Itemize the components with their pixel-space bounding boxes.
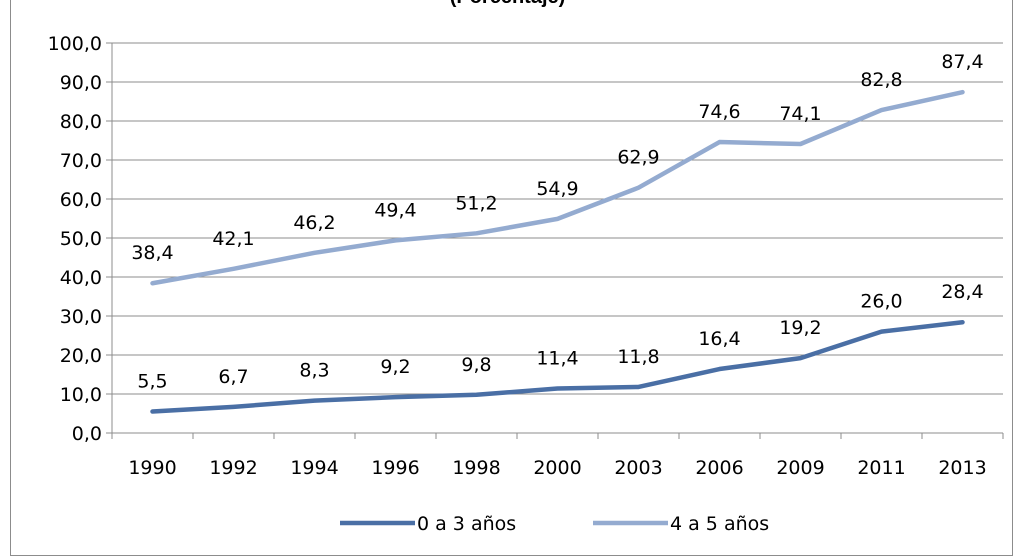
y-tick-label: 80,0 [60,111,102,133]
y-tick-label: 20,0 [60,345,102,367]
series-line [150,319,965,414]
y-tick-label: 60,0 [60,189,102,211]
x-tick-label: 2011 [857,457,905,479]
x-tick-label: 1996 [371,457,419,479]
y-tick-label: 90,0 [60,72,102,94]
data-label: 42,1 [212,228,254,250]
gridlines [112,42,1003,395]
legend-label: 4 a 5 años [670,513,769,535]
series-line [150,89,965,286]
data-label: 74,1 [779,103,821,125]
data-labels: 5,5 6,7 8,3 9,2 9,8 11,4 11,8 16,4 19,2 26,0 28,4 3… [131,51,983,392]
x-tick-label: 2006 [695,457,743,479]
y-tick-label: 70,0 [60,150,102,172]
y-tick-label: 40,0 [60,267,102,289]
x-tick-label: 2000 [533,457,581,479]
data-label: 16,4 [698,328,740,350]
data-label: 9,8 [461,354,491,376]
x-tick-label: 1990 [128,457,176,479]
data-label: 82,8 [860,69,902,91]
legend-label: 0 a 3 años [417,513,516,535]
y-tick-label: 10,0 [60,384,102,406]
data-label: 87,4 [941,51,983,73]
data-label: 74,6 [698,101,740,123]
x-tick-label: 2003 [614,457,662,479]
axes: 0,0 10,0 20,0 30,0 40,0 50,0 60,0 70,0 80,0 90,0 1… [48,33,1004,479]
y-tick-label: 50,0 [60,228,102,250]
y-tick-label: 30,0 [60,306,102,328]
y-tick-label: 0,0 [72,423,102,445]
chart-title: (Porcentaje) [0,0,1015,9]
data-label: 11,8 [617,346,659,368]
y-tick-label: 100,0 [48,33,102,55]
data-label: 11,4 [536,348,578,370]
x-tick-label: 2013 [938,457,986,479]
legend: 0 a 3 años 4 a 5 años [340,513,769,535]
data-label: 38,4 [131,242,173,264]
x-tick-label: 2009 [776,457,824,479]
data-label: 5,5 [137,371,167,393]
series-lines [150,89,965,414]
data-label: 9,2 [380,356,410,378]
data-label: 26,0 [860,291,902,313]
data-label: 62,9 [617,147,659,169]
data-label: 49,4 [374,199,416,221]
x-tick-label: 1998 [452,457,500,479]
x-tick-label: 1994 [290,457,338,479]
chart-frame [10,0,1013,556]
data-label: 46,2 [293,212,335,234]
data-label: 51,2 [455,192,497,214]
data-label: 28,4 [941,281,983,303]
x-tick-label: 1992 [209,457,257,479]
data-label: 19,2 [779,317,821,339]
data-label: 8,3 [299,360,329,382]
data-label: 6,7 [218,366,248,388]
data-label: 54,9 [536,178,578,200]
